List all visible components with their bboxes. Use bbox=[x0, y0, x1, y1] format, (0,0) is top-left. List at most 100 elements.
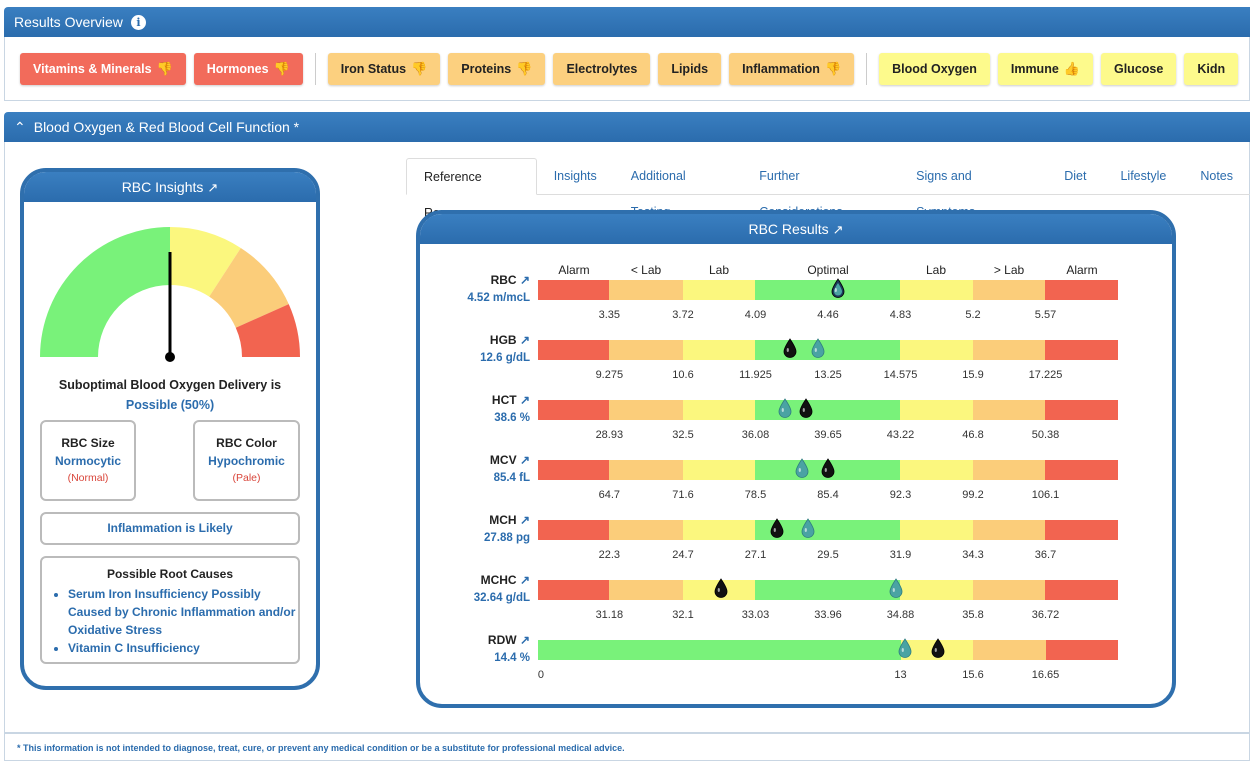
range-segment bbox=[682, 520, 756, 540]
chip-immune[interactable]: Immune 👍 bbox=[997, 53, 1093, 85]
rbc-insights-card: RBC Insights ↗ Suboptimal Blood Oxygen De… bbox=[20, 168, 320, 690]
range-bar-hgb bbox=[538, 340, 1118, 360]
rbc-color-title: RBC Color bbox=[216, 436, 277, 450]
chip-glucose[interactable]: Glucose bbox=[1100, 53, 1177, 85]
chip-hormones[interactable]: Hormones 👎 bbox=[193, 53, 303, 85]
tick-label: 29.5 bbox=[817, 549, 839, 561]
range-segment bbox=[755, 340, 901, 360]
thumbs-down-icon: 👎 bbox=[411, 61, 428, 77]
range-header: Alarm bbox=[558, 263, 590, 277]
rbc-color-note: (Pale) bbox=[232, 472, 261, 484]
result-value: 85.4 fL bbox=[493, 472, 530, 484]
range-header: Alarm bbox=[1066, 263, 1098, 277]
range-ticks: 3.35 3.72 4.09 4.46 4.83 5.2 5.57 bbox=[538, 309, 1118, 323]
range-header: < Lab bbox=[630, 263, 662, 277]
rbc-results-header[interactable]: RBC Results ↗ bbox=[420, 214, 1172, 244]
thumbs-down-icon: 👎 bbox=[156, 61, 173, 77]
range-segment bbox=[900, 520, 973, 540]
tick-label: 11.925 bbox=[739, 369, 772, 381]
range-segment bbox=[1045, 640, 1118, 660]
tab-signs-and-symptoms[interactable]: Signs and Symptoms bbox=[916, 169, 975, 219]
tick-label: 10.6 bbox=[672, 369, 694, 381]
range-segment bbox=[973, 640, 1046, 660]
tick-label: 99.2 bbox=[962, 489, 984, 501]
result-marker-drop-icon bbox=[799, 398, 813, 418]
range-segment bbox=[538, 400, 610, 420]
result-marker-drop-icon bbox=[831, 278, 845, 298]
tab-lifestyle[interactable]: Lifestyle bbox=[1120, 169, 1167, 183]
tick-label: 22.3 bbox=[598, 549, 621, 561]
thumbs-down-icon: 👎 bbox=[824, 61, 842, 77]
tick-label: 39.65 bbox=[814, 429, 842, 441]
chip-label: Hormones bbox=[206, 62, 269, 76]
external-link-icon[interactable]: ↗ bbox=[519, 453, 530, 467]
range-bar-mcv bbox=[538, 460, 1118, 480]
chip-blood-oxygen[interactable]: Blood Oxygen bbox=[879, 53, 990, 85]
tab-reference-range[interactable]: Reference Range bbox=[406, 158, 537, 220]
range-segment bbox=[972, 580, 1046, 600]
chip-proteins[interactable]: Proteins 👎 bbox=[448, 53, 546, 85]
tab-insights[interactable]: Insights bbox=[553, 169, 597, 183]
tab-additional-testing[interactable]: Additional Testing bbox=[630, 169, 686, 219]
external-link-icon[interactable]: ↗ bbox=[519, 513, 530, 527]
tick-label: 35.8 bbox=[962, 609, 984, 621]
chip-label: Vitamins & Minerals bbox=[33, 62, 152, 76]
result-name: HCT bbox=[491, 393, 517, 407]
range-segment bbox=[609, 460, 683, 480]
range-segment bbox=[538, 520, 610, 540]
rbc-size-title: RBC Size bbox=[61, 436, 115, 450]
root-cause-item: Serum Iron Insufficiency Possibly Caused… bbox=[68, 585, 298, 639]
external-link-icon[interactable]: ↗ bbox=[207, 180, 219, 195]
chip-inflammation[interactable]: Inflammation 👎 bbox=[729, 53, 855, 85]
tab-further-considerations[interactable]: Further Considerations bbox=[759, 169, 842, 219]
range-segment bbox=[755, 580, 901, 600]
tick-label: 0 bbox=[537, 669, 544, 681]
tick-label: 36.72 bbox=[1031, 609, 1060, 621]
tick-label: 50.38 bbox=[1031, 429, 1060, 441]
inflammation-box: Inflammation is Likely bbox=[40, 512, 300, 545]
result-value: 27.88 pg bbox=[483, 532, 530, 544]
root-causes-box: Possible Root Causes Serum Iron Insuffic… bbox=[40, 556, 300, 664]
chip-lipids[interactable]: Lipids bbox=[658, 53, 722, 85]
chevron-up-icon[interactable]: ⌃ bbox=[14, 118, 26, 135]
tick-label: 17.225 bbox=[1028, 369, 1063, 381]
range-segment bbox=[609, 400, 683, 420]
range-bar-rdw bbox=[538, 640, 1118, 660]
result-name: RDW bbox=[487, 633, 517, 647]
tab-diet[interactable]: Diet bbox=[1064, 169, 1087, 183]
tick-label: 15.9 bbox=[962, 369, 984, 381]
chip-vitamins-minerals[interactable]: Vitamins & Minerals 👎 bbox=[20, 53, 186, 85]
result-marker-drop-icon bbox=[821, 458, 835, 478]
tick-label: 13.25 bbox=[814, 369, 842, 381]
section-header[interactable]: ⌃ Blood Oxygen & Red Blood Cell Function… bbox=[4, 112, 1250, 142]
tick-label: 15.6 bbox=[962, 669, 984, 681]
range-bar-rbc bbox=[538, 280, 1118, 300]
tick-label: 5.57 bbox=[1034, 309, 1057, 321]
chip-iron-status[interactable]: Iron Status 👎 bbox=[327, 53, 441, 85]
range-segment bbox=[1045, 280, 1118, 300]
external-link-icon[interactable]: ↗ bbox=[519, 393, 530, 407]
tab-notes[interactable]: Notes bbox=[1200, 169, 1233, 183]
range-header: > Lab bbox=[993, 263, 1025, 277]
range-segment bbox=[538, 460, 610, 480]
range-segment bbox=[609, 340, 683, 360]
external-link-icon[interactable]: ↗ bbox=[519, 333, 530, 347]
rbc-color-box: RBC Color Hypochromic (Pale) bbox=[193, 420, 300, 501]
external-link-icon[interactable]: ↗ bbox=[519, 573, 530, 587]
range-header: Lab bbox=[925, 263, 947, 277]
chip-electrolytes[interactable]: Electrolytes bbox=[553, 53, 651, 85]
info-icon[interactable]: i bbox=[130, 14, 146, 30]
range-segment bbox=[900, 280, 973, 300]
range-segment bbox=[538, 640, 901, 660]
chip-kidn[interactable]: Kidn bbox=[1184, 53, 1239, 85]
external-link-icon[interactable]: ↗ bbox=[519, 633, 530, 647]
external-link-icon[interactable]: ↗ bbox=[832, 222, 844, 237]
tick-label: 31.18 bbox=[595, 609, 624, 621]
result-label-rdw: RDW ↗ 14.4 % bbox=[410, 633, 530, 664]
tick-label: 28.93 bbox=[595, 429, 624, 441]
tick-label: 71.6 bbox=[672, 489, 694, 501]
range-bar-hct bbox=[538, 400, 1118, 420]
external-link-icon[interactable]: ↗ bbox=[519, 273, 530, 287]
range-segment bbox=[972, 460, 1046, 480]
rbc-insights-header[interactable]: RBC Insights ↗ bbox=[24, 172, 316, 202]
